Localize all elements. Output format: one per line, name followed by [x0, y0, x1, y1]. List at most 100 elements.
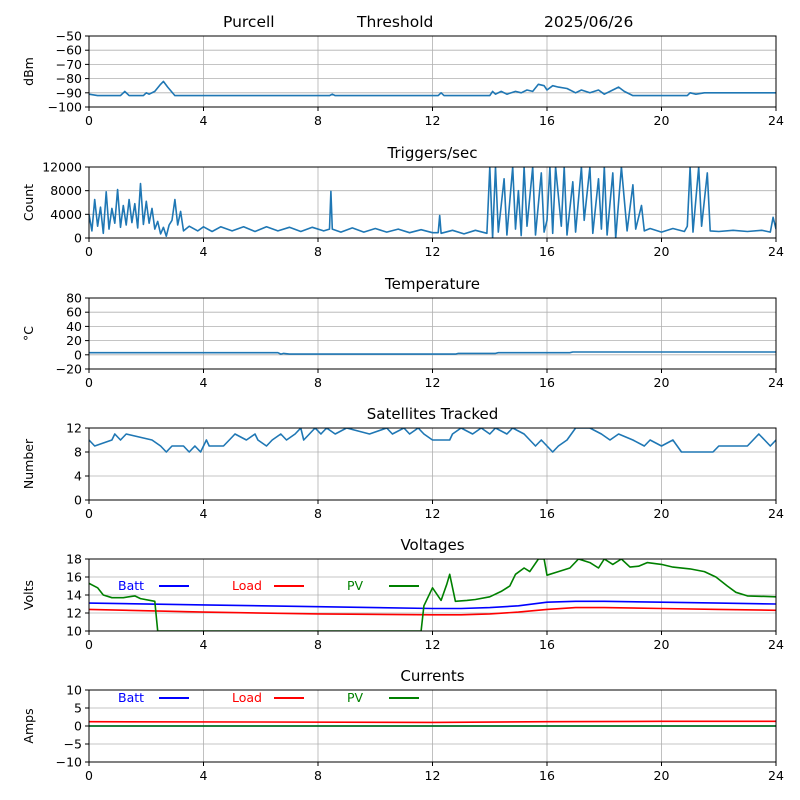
legend-label-pv: PV: [347, 690, 364, 705]
series-line-0: [89, 80, 776, 97]
y-tick-label: 12: [66, 606, 82, 621]
series-group: [89, 428, 776, 453]
x-tick-label: 8: [314, 244, 322, 259]
panel-voltages: 0 4 8 12 16 20 24 10 12 14 16 18 Voltages Volts Batt Lo…: [21, 536, 784, 652]
x-tick-label: 16: [539, 244, 555, 259]
x-tick-label: 0: [85, 637, 93, 652]
y-tick-label: −100: [48, 100, 82, 115]
x-tick-label: 20: [654, 637, 670, 652]
x-tick-label: 12: [425, 113, 441, 128]
panel-title: Triggers/sec: [387, 144, 478, 162]
x-tick-label: 8: [314, 637, 322, 652]
series-line-batt: [89, 600, 776, 610]
x-tick-label: 20: [654, 113, 670, 128]
panel-currents: 0 4 8 12 16 20 24 −10 −5 0 5 10 Currents Amps Batt Load…: [21, 667, 784, 783]
y-tick-label: 80: [66, 291, 82, 306]
y-tick-label: 14: [66, 588, 82, 603]
x-tick-label: 0: [85, 375, 93, 390]
series-group: [89, 351, 776, 355]
x-tick-label: 0: [85, 244, 93, 259]
x-tick-label: 12: [425, 506, 441, 521]
y-tick-label: 16: [66, 570, 82, 585]
x-tick-label: 24: [768, 637, 784, 652]
y-tick-label: 12000: [42, 160, 82, 175]
header-date: 2025/06/26: [544, 13, 633, 31]
y-tick-label: 12: [66, 421, 82, 436]
x-tick-label: 16: [539, 113, 555, 128]
panel-noise: 0 4 8 12 16 20 24 −100−90−80−70−60−50 dBm: [21, 29, 784, 129]
y-tick-label: 0: [74, 347, 82, 362]
series-group: [89, 720, 776, 727]
series-line-0: [89, 167, 776, 238]
legend-label-batt: Batt: [118, 690, 144, 705]
x-tick-label: 4: [200, 506, 208, 521]
panel-triggers: 0 4 8 12 16 20 24 0 4000 8000 12000 Triggers/sec Cou…: [21, 144, 784, 259]
x-tick-label: 16: [539, 768, 555, 783]
x-tick-label: 24: [768, 506, 784, 521]
y-tick-label: −20: [56, 362, 82, 377]
x-tick-label: 8: [314, 375, 322, 390]
x-tick-label: 20: [654, 375, 670, 390]
panel-title: Temperature: [384, 275, 480, 293]
y-tick-label: 20: [66, 333, 82, 348]
y-tick-label: 8000: [50, 183, 82, 198]
y-axis-label: Volts: [21, 580, 36, 610]
y-tick-label: 4: [74, 469, 82, 484]
panel-title: Voltages: [400, 536, 464, 554]
y-tick-label: −5: [64, 737, 82, 752]
series-line-load: [89, 606, 776, 616]
header-site: Purcell: [223, 13, 275, 31]
series-line-0: [89, 351, 776, 355]
x-tick-label: 4: [200, 244, 208, 259]
x-tick-label: 16: [539, 375, 555, 390]
x-tick-label: 24: [768, 375, 784, 390]
x-tick-label: 20: [654, 768, 670, 783]
x-tick-label: 20: [654, 244, 670, 259]
x-tick-label: 16: [539, 506, 555, 521]
legend-label-pv: PV: [347, 578, 364, 593]
y-tick-label: −50: [56, 29, 82, 44]
x-tick-label: 24: [768, 113, 784, 128]
y-axis-label: Count: [21, 184, 36, 221]
y-tick-label: 0: [74, 493, 82, 508]
y-tick-label: 4000: [50, 207, 82, 222]
y-axis-label: dBm: [21, 57, 36, 86]
y-tick-label: 0: [74, 231, 82, 246]
y-tick-label: 10: [66, 624, 82, 639]
y-tick-label: −70: [56, 57, 82, 72]
y-tick-label: 60: [66, 305, 82, 320]
x-tick-label: 4: [200, 768, 208, 783]
series-line-0: [89, 428, 776, 453]
series-group: [89, 167, 776, 238]
panel-title: Satellites Tracked: [367, 405, 498, 423]
x-tick-label: 12: [425, 375, 441, 390]
panel-title: Currents: [400, 667, 464, 685]
y-axis-label: Amps: [21, 708, 36, 743]
x-tick-label: 24: [768, 244, 784, 259]
x-tick-label: 12: [425, 244, 441, 259]
x-tick-label: 4: [200, 637, 208, 652]
y-tick-label: −10: [56, 755, 82, 770]
x-tick-label: 16: [539, 637, 555, 652]
x-tick-label: 4: [200, 113, 208, 128]
x-tick-label: 8: [314, 113, 322, 128]
x-tick-label: 12: [425, 768, 441, 783]
x-tick-label: 20: [654, 506, 670, 521]
y-tick-label: 8: [74, 445, 82, 460]
y-axis-label: Number: [21, 438, 36, 489]
y-tick-label: 18: [66, 552, 82, 567]
series-group: [89, 80, 776, 97]
x-tick-label: 0: [85, 506, 93, 521]
y-tick-label: −60: [56, 43, 82, 58]
x-tick-label: 8: [314, 506, 322, 521]
legend-label-load: Load: [232, 690, 262, 705]
x-tick-label: 0: [85, 768, 93, 783]
x-tick-label: 0: [85, 113, 93, 128]
x-tick-label: 4: [200, 375, 208, 390]
y-tick-label: 0: [74, 719, 82, 734]
legend-label-load: Load: [232, 578, 262, 593]
